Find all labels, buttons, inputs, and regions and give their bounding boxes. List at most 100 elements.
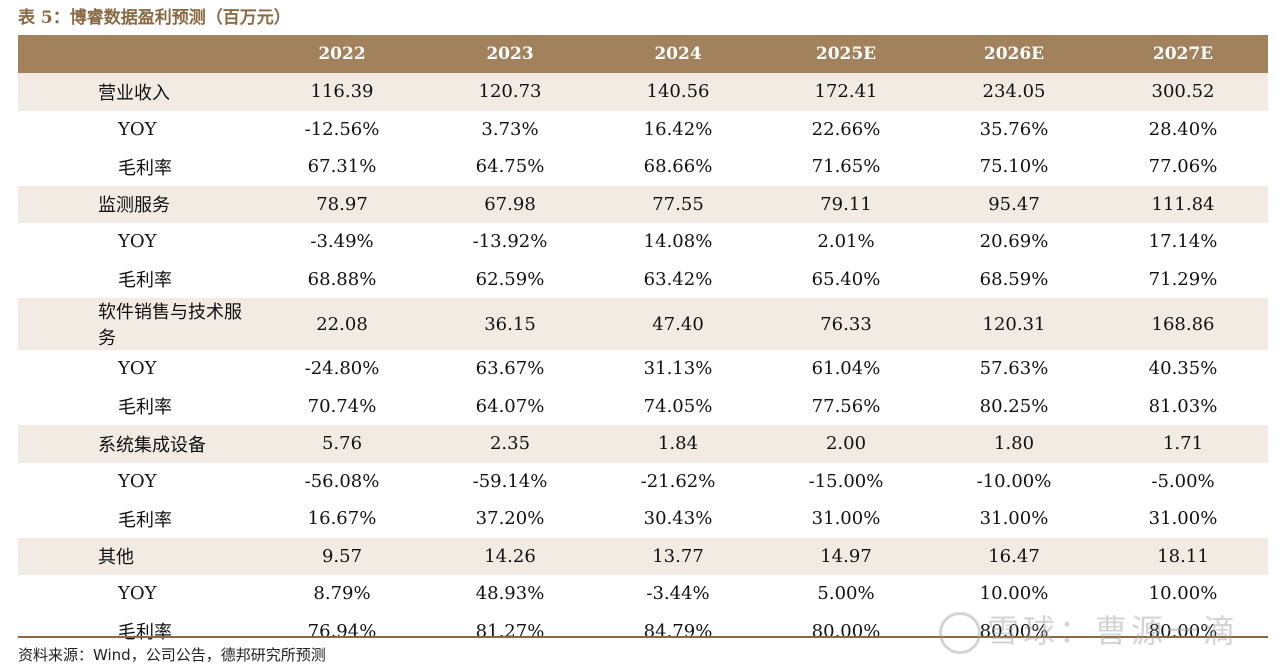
table-cell: 77.55 (594, 185, 762, 223)
table-cell: 75.10% (979, 156, 1049, 178)
table-cell: 140.56 (594, 73, 762, 111)
table-row: 监测服务 78.97 67.98 77.55 79.11 95.47 111.84 (18, 185, 1268, 223)
table-cell: 10.00% (979, 583, 1049, 605)
row-label: 监测服务 (18, 185, 258, 223)
table-row: 软件销售与技术服务 22.08 36.15 47.40 76.33 120.31 168.8… (18, 298, 1268, 350)
table-cell: 37.20% (475, 508, 545, 530)
table-cell: 300.52 (1098, 73, 1268, 111)
table-cell: 80.00% (811, 620, 881, 642)
table-cell: 95.47 (930, 185, 1098, 223)
table-cell: -3.49% (310, 231, 374, 253)
table-cell: 67.98 (426, 185, 594, 223)
table-cell: 81.03% (1148, 395, 1218, 417)
forecast-table: 2022 2023 2024 2025E 2026E 2027E 营业收入 116… (18, 35, 1268, 650)
row-label: YOY (118, 358, 157, 380)
header-cell: 2026E (930, 35, 1098, 73)
table-cell: 31.00% (979, 508, 1049, 530)
table-row: 毛利率 70.74% 64.07% 74.05% 77.56% 80.25% 81.03% (18, 388, 1268, 426)
table-cell: 36.15 (426, 298, 594, 350)
table-cell: 40.35% (1148, 358, 1218, 380)
row-label: 毛利率 (118, 270, 172, 292)
table-cell: 172.41 (762, 73, 930, 111)
table-cell: 80.25% (979, 395, 1049, 417)
table-cell: 5.76 (258, 425, 426, 463)
source-note: 资料来源：Wind，公司公告，德邦研究所预测 (18, 646, 326, 664)
table-cell: 67.31% (307, 156, 377, 178)
table-cell: 111.84 (1098, 185, 1268, 223)
row-label: YOY (118, 118, 157, 140)
table-cell: 22.66% (811, 118, 881, 140)
bottom-rule (18, 636, 1268, 638)
row-label: 毛利率 (118, 157, 172, 179)
table-cell: 77.56% (811, 395, 881, 417)
table-cell: 71.29% (1148, 268, 1218, 290)
table-cell: 63.67% (475, 358, 545, 380)
row-label: 毛利率 (118, 622, 172, 644)
table-cell: 2.01% (817, 231, 875, 253)
table-row: 营业收入 116.39 120.73 140.56 172.41 234.05 300.52 (18, 73, 1268, 111)
row-label: YOY (118, 231, 157, 253)
table-row: 其他 9.57 14.26 13.77 14.97 16.47 18.11 (18, 537, 1268, 575)
table-title: 表 5：博睿数据盈利预测（百万元） (18, 8, 291, 28)
row-label: 系统集成设备 (18, 425, 258, 463)
table-cell: 16.67% (307, 508, 377, 530)
table-cell: 84.79% (643, 620, 713, 642)
header-cell: 2024 (594, 35, 762, 73)
table-row: 系统集成设备 5.76 2.35 1.84 2.00 1.80 1.71 (18, 425, 1268, 463)
table-cell: 63.42% (643, 268, 713, 290)
header-cell: 2022 (258, 35, 426, 73)
table-cell: 64.07% (475, 395, 545, 417)
table-cell: -10.00% (976, 470, 1052, 492)
table-cell: 30.43% (643, 508, 713, 530)
table-cell: 78.97 (258, 185, 426, 223)
table-cell: -12.56% (304, 118, 380, 140)
table-cell: 3.73% (481, 118, 539, 140)
table-cell: 48.93% (475, 583, 545, 605)
table-cell: 10.00% (1148, 583, 1218, 605)
table-cell: -15.00% (808, 470, 884, 492)
table-cell: 61.04% (811, 358, 881, 380)
row-label: 其他 (18, 537, 258, 575)
table-cell: 64.75% (475, 156, 545, 178)
watermark-text: 雪球：曹源一滴 (986, 612, 1239, 650)
table-cell: 18.11 (1098, 537, 1268, 575)
table-cell: 16.42% (643, 118, 713, 140)
table-cell: 47.40 (594, 298, 762, 350)
table-cell: 68.88% (307, 268, 377, 290)
table-cell: 234.05 (930, 73, 1098, 111)
table-cell: 14.08% (643, 231, 713, 253)
table-cell: 70.74% (307, 395, 377, 417)
table-cell: 1.71 (1098, 425, 1268, 463)
table-cell: -3.44% (646, 583, 710, 605)
table-cell: 120.31 (930, 298, 1098, 350)
table-cell: -24.80% (304, 358, 380, 380)
row-label: 毛利率 (118, 509, 172, 531)
table-cell: 31.13% (643, 358, 713, 380)
table-cell: 9.57 (258, 537, 426, 575)
table-cell: 2.00 (762, 425, 930, 463)
table-cell: 65.40% (811, 268, 881, 290)
table-cell: 16.47 (930, 537, 1098, 575)
table-cell: 1.84 (594, 425, 762, 463)
table-cell: 57.63% (979, 358, 1049, 380)
row-label: 营业收入 (18, 73, 258, 111)
snowball-logo-icon (938, 612, 981, 654)
table-row: YOY -56.08% -59.14% -21.62% -15.00% -10.00% -5… (18, 463, 1268, 501)
header-cell: 2025E (762, 35, 930, 73)
table-cell: 13.77 (594, 537, 762, 575)
table-cell: 35.76% (979, 118, 1049, 140)
watermark: 雪球：曹源一滴 (938, 606, 1239, 654)
table-row: YOY -24.80% 63.67% 31.13% 61.04% 57.63% 40.35% (18, 350, 1268, 388)
table-cell: -13.92% (472, 231, 548, 253)
table-cell: -5.00% (1151, 470, 1215, 492)
table-row: 毛利率 68.88% 62.59% 63.42% 65.40% 68.59% 71.29% (18, 261, 1268, 299)
row-label: YOY (118, 583, 157, 605)
table-cell: 76.33 (762, 298, 930, 350)
table-row: YOY -12.56% 3.73% 16.42% 22.66% 35.76% 28.40% (18, 111, 1268, 149)
table-cell: 31.00% (811, 508, 881, 530)
header-cell (18, 35, 258, 73)
table-cell: 74.05% (643, 395, 713, 417)
header-cell: 2027E (1098, 35, 1268, 73)
table-cell: 20.69% (979, 231, 1049, 253)
table-cell: 5.00% (817, 583, 875, 605)
